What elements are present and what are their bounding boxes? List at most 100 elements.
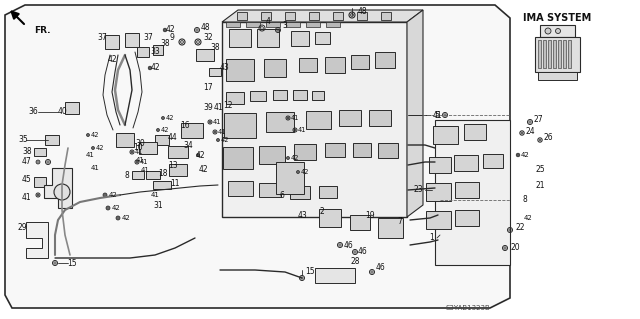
Text: 41: 41: [86, 152, 95, 158]
Text: 1: 1: [429, 234, 435, 242]
Text: 30: 30: [135, 138, 145, 147]
Bar: [139, 142, 157, 154]
Bar: [426, 183, 451, 201]
Bar: [264, 59, 286, 77]
Text: 42: 42: [161, 127, 169, 133]
Circle shape: [86, 133, 90, 137]
Bar: [116, 133, 134, 147]
Text: 10: 10: [133, 144, 143, 152]
Bar: [378, 218, 403, 238]
Polygon shape: [5, 5, 510, 308]
Bar: [285, 12, 295, 20]
Circle shape: [216, 138, 220, 142]
Text: 25: 25: [535, 166, 545, 174]
Bar: [455, 182, 479, 198]
Bar: [429, 157, 451, 173]
Bar: [125, 33, 139, 47]
Text: 46: 46: [358, 248, 368, 256]
Bar: [538, 72, 577, 80]
Text: 42: 42: [520, 152, 529, 158]
Text: 43: 43: [220, 63, 230, 72]
Text: 42: 42: [524, 215, 532, 221]
Bar: [568, 40, 571, 68]
Bar: [290, 186, 310, 198]
Bar: [34, 148, 46, 156]
Polygon shape: [222, 10, 423, 22]
Text: 42: 42: [91, 132, 99, 138]
Text: 23: 23: [413, 186, 423, 195]
Bar: [168, 146, 188, 158]
Text: 41: 41: [432, 110, 442, 120]
Bar: [538, 40, 541, 68]
Bar: [250, 91, 266, 101]
Circle shape: [545, 28, 551, 34]
Bar: [105, 35, 119, 49]
Text: 42: 42: [195, 151, 205, 160]
Bar: [146, 171, 160, 179]
Text: 42: 42: [109, 192, 117, 198]
Bar: [291, 31, 309, 46]
Text: 41: 41: [213, 103, 223, 113]
Bar: [378, 143, 398, 158]
Text: 41: 41: [22, 194, 31, 203]
Bar: [315, 268, 355, 283]
Bar: [226, 92, 244, 104]
Text: 31: 31: [153, 201, 163, 210]
Text: 6: 6: [280, 190, 284, 199]
Text: 16: 16: [180, 121, 190, 130]
Circle shape: [163, 28, 167, 32]
Circle shape: [92, 146, 95, 150]
Text: 38: 38: [22, 147, 31, 157]
Text: 42: 42: [150, 63, 160, 72]
Circle shape: [36, 160, 40, 164]
Text: 37: 37: [143, 33, 153, 42]
Circle shape: [157, 129, 159, 131]
Circle shape: [196, 153, 200, 157]
Bar: [223, 147, 253, 169]
Text: 48: 48: [200, 24, 210, 33]
Bar: [353, 143, 371, 157]
Text: 13: 13: [168, 160, 178, 169]
Bar: [294, 144, 316, 160]
Bar: [209, 68, 221, 76]
Text: 35: 35: [18, 136, 28, 145]
Text: 41: 41: [150, 192, 159, 198]
Bar: [314, 32, 330, 44]
Bar: [155, 135, 169, 145]
Bar: [286, 22, 300, 27]
Text: 18: 18: [158, 168, 168, 177]
Bar: [169, 164, 187, 176]
Bar: [483, 154, 503, 168]
Text: 48: 48: [357, 8, 367, 17]
Text: 8: 8: [125, 170, 129, 180]
Bar: [325, 143, 345, 157]
Bar: [369, 110, 391, 126]
Text: 20: 20: [510, 243, 520, 253]
Bar: [266, 22, 280, 27]
Text: 42: 42: [301, 169, 309, 175]
Bar: [455, 210, 479, 226]
Bar: [227, 181, 253, 196]
Bar: [319, 186, 337, 198]
Text: 39: 39: [203, 103, 213, 113]
Bar: [276, 162, 304, 194]
Bar: [540, 25, 575, 37]
Bar: [309, 12, 319, 20]
Text: 38: 38: [210, 43, 220, 53]
Text: 41: 41: [91, 165, 99, 171]
Bar: [563, 40, 566, 68]
Bar: [357, 12, 367, 20]
Bar: [226, 59, 254, 81]
Text: 41: 41: [298, 127, 306, 133]
Polygon shape: [26, 222, 48, 258]
Bar: [435, 120, 510, 265]
Bar: [153, 181, 171, 189]
Text: 17: 17: [203, 84, 213, 93]
Bar: [299, 58, 317, 72]
Circle shape: [116, 216, 120, 220]
Text: 42: 42: [96, 145, 104, 151]
Text: 28: 28: [350, 257, 360, 266]
Bar: [222, 22, 407, 217]
Text: 27: 27: [533, 115, 543, 124]
Circle shape: [54, 184, 70, 200]
